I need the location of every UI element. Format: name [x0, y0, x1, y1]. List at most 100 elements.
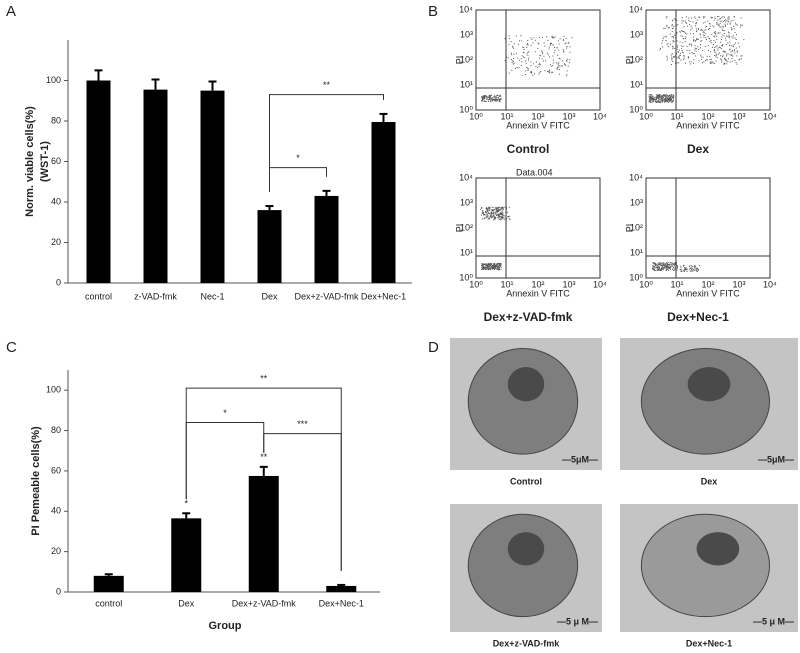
event-dot: [716, 45, 718, 47]
event-dot: [658, 94, 660, 96]
event-dot: [481, 212, 483, 214]
event-dot: [666, 267, 668, 269]
event-dot: [531, 72, 533, 74]
event-dot: [499, 95, 501, 97]
plot-caption: Dex: [687, 142, 709, 156]
event-dot: [697, 46, 699, 48]
event-dot: [725, 37, 727, 39]
y-tick-label: 80: [51, 425, 61, 435]
event-dot: [696, 31, 698, 33]
event-dot: [563, 36, 565, 38]
event-dot: [653, 262, 655, 264]
event-dot: [481, 207, 483, 209]
event-dot: [670, 99, 672, 101]
event-dot: [659, 269, 661, 271]
event-dot: [559, 38, 561, 40]
event-dot: [734, 49, 736, 51]
event-dot: [679, 54, 681, 56]
event-dot: [684, 20, 686, 22]
event-dot: [716, 57, 718, 59]
event-dot: [671, 63, 673, 65]
event-dot: [662, 38, 664, 40]
event-dot: [566, 74, 568, 76]
event-dot: [502, 210, 504, 212]
event-dot: [482, 265, 484, 267]
event-dot: [652, 96, 654, 98]
event-dot: [520, 65, 522, 67]
event-dot: [539, 62, 541, 64]
event-dot: [740, 26, 742, 28]
event-dot: [688, 19, 690, 21]
x-tick-label: Nec-1: [200, 291, 224, 301]
bar-label: *: [184, 499, 188, 509]
event-dot: [651, 99, 653, 101]
event-dot: [521, 74, 523, 76]
event-dot: [499, 100, 501, 102]
event-dot: [658, 99, 660, 101]
event-dot: [667, 265, 669, 267]
event-dot: [491, 216, 493, 218]
event-dot: [700, 40, 702, 42]
event-dot: [554, 49, 556, 51]
event-dot: [495, 214, 497, 216]
event-dot: [485, 265, 487, 267]
y-tick-label: 80: [51, 115, 61, 125]
event-dot: [691, 27, 693, 29]
event-dot: [552, 55, 554, 57]
event-dot: [678, 49, 680, 51]
event-dot: [488, 216, 490, 218]
event-dot: [498, 99, 500, 101]
event-dot: [526, 66, 528, 68]
event-dot: [685, 269, 687, 271]
event-dot: [671, 28, 673, 30]
event-dot: [717, 32, 719, 34]
event-dot: [496, 99, 498, 101]
event-dot: [710, 42, 712, 44]
event-dot: [656, 263, 658, 265]
event-dot: [666, 266, 668, 268]
event-dot: [680, 270, 682, 272]
event-dot: [710, 51, 712, 53]
event-dot: [564, 64, 566, 66]
bar: [248, 475, 279, 592]
event-dot: [711, 61, 713, 63]
event-dot: [549, 43, 551, 45]
event-dot: [662, 98, 664, 100]
event-dot: [695, 23, 697, 25]
event-dot: [497, 94, 499, 96]
event-dot: [658, 267, 660, 269]
event-dot: [736, 63, 738, 65]
y-tick-label: 40: [51, 506, 61, 516]
event-dot: [496, 210, 498, 212]
event-dot: [701, 28, 703, 30]
event-dot: [689, 269, 691, 271]
bar: [171, 518, 202, 592]
event-dot: [566, 46, 568, 48]
event-dot: [552, 65, 554, 67]
event-dot: [662, 263, 664, 265]
event-dot: [682, 42, 684, 44]
event-dot: [662, 96, 664, 98]
event-dot: [665, 265, 667, 267]
event-dot: [682, 20, 684, 22]
event-dot: [490, 266, 492, 268]
event-dot: [701, 58, 703, 60]
event-dot: [722, 26, 724, 28]
event-dot: [499, 264, 501, 266]
event-dot: [699, 34, 701, 36]
event-dot: [489, 264, 491, 266]
event-dot: [482, 211, 484, 213]
event-dot: [672, 48, 674, 50]
event-dot: [493, 263, 495, 265]
event-dot: [496, 268, 498, 270]
event-dot: [726, 35, 728, 37]
event-dot: [552, 44, 554, 46]
event-dot: [668, 101, 670, 103]
event-dot: [494, 268, 496, 270]
event-dot: [547, 70, 549, 72]
event-dot: [679, 57, 681, 59]
event-dot: [657, 96, 659, 98]
event-dot: [498, 206, 500, 208]
event-dot: [669, 267, 671, 269]
event-dot: [731, 58, 733, 60]
